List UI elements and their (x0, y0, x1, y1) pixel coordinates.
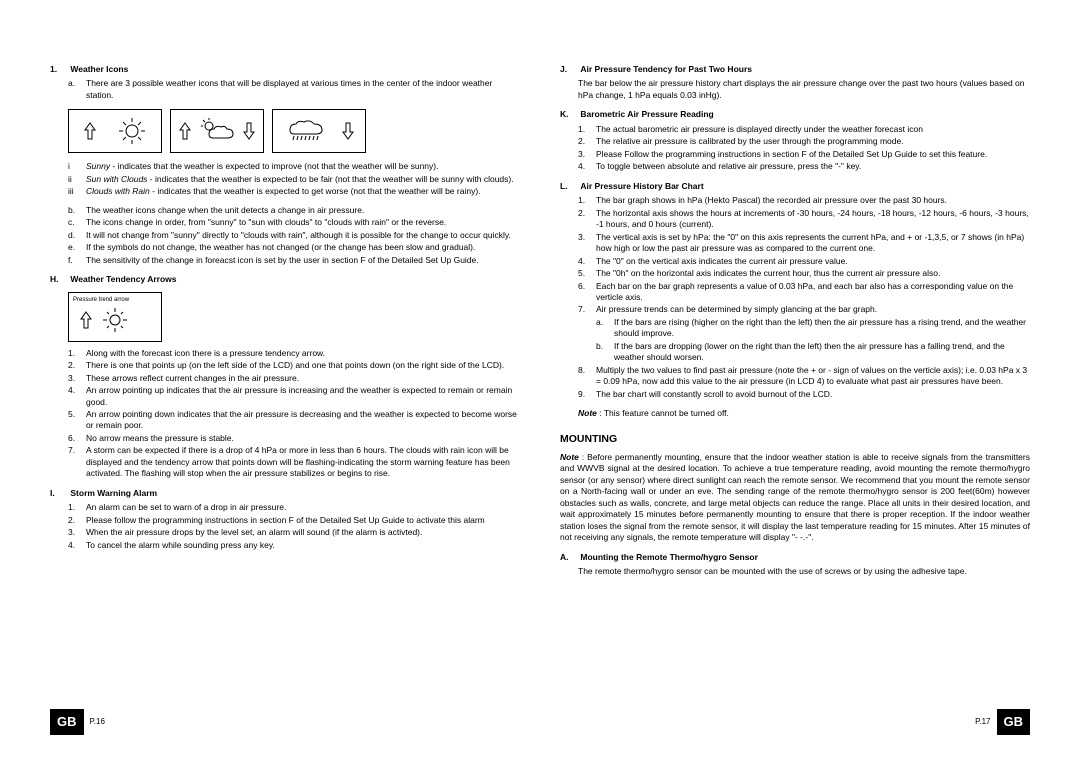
up-arrow-icon (79, 310, 93, 330)
icon-legend-list: iSunny - indicates that the weather is e… (50, 161, 520, 197)
section-k-head: K. Barometric Air Pressure Reading (560, 109, 1030, 120)
page-footer: GB P.16 P.17 GB (50, 709, 1030, 735)
weather-icons-row (68, 109, 520, 153)
sun-icon (101, 306, 129, 334)
rain-icon-box (272, 109, 366, 153)
down-arrow-icon (242, 121, 256, 141)
page-number-right: P.17 (975, 717, 990, 728)
up-arrow-icon (178, 121, 192, 141)
page-number-left: P.16 (90, 717, 105, 728)
gb-badge-left: GB (50, 709, 84, 735)
section-a-text: The remote thermo/hygro sensor can be mo… (560, 566, 1030, 577)
section-j-head: J. Air Pressure Tendency for Past Two Ho… (560, 64, 1030, 75)
sun-icon (117, 116, 147, 146)
section-1-list-b: b.The weather icons change when the unit… (50, 205, 520, 266)
up-arrow-icon (83, 121, 97, 141)
mounting-heading: MOUNTING (560, 432, 1030, 446)
section-h-list: 1.Along with the forecast icon there is … (50, 348, 520, 480)
section-1-list: a.There are 3 possible weather icons tha… (50, 78, 520, 101)
section-1-title: Weather Icons (70, 64, 128, 74)
section-1-num: 1. (50, 64, 68, 75)
section-a-head: A. Mounting the Remote Thermo/hygro Sens… (560, 552, 1030, 563)
down-arrow-icon (341, 121, 355, 141)
footer-right: P.17 GB (969, 709, 1030, 735)
section-l-list: 1.The bar graph shows in hPa (Hekto Pasc… (560, 195, 1030, 400)
right-column: J. Air Pressure Tendency for Past Two Ho… (560, 56, 1030, 578)
footer-left: GB P.16 (50, 709, 111, 735)
sun-clouds-icon-box (170, 109, 264, 153)
trend-arrow-box: Pressure trend arrow (68, 292, 162, 342)
section-h-head: H. Weather Tendency Arrows (50, 274, 520, 285)
sunny-icon-box (68, 109, 162, 153)
gb-badge-right: GB (997, 709, 1031, 735)
mounting-note: Note : Before permanently mounting, ensu… (560, 452, 1030, 544)
section-k-list: 1.The actual barometric air pressure is … (560, 124, 1030, 173)
section-i-list: 1.An alarm can be set to warn of a drop … (50, 502, 520, 551)
section-l-note: Note : This feature cannot be turned off… (560, 408, 1030, 419)
left-column: 1. Weather Icons a.There are 3 possible … (50, 56, 520, 578)
section-1-head: 1. Weather Icons (50, 64, 520, 75)
section-j-text: The bar below the air pressure history c… (560, 78, 1030, 101)
trend-label: Pressure trend arrow (73, 296, 129, 304)
sun-clouds-icon (197, 116, 237, 146)
page-spread: 1. Weather Icons a.There are 3 possible … (0, 0, 1080, 578)
section-l-head: L. Air Pressure History Bar Chart (560, 181, 1030, 192)
rain-cloud-icon (284, 116, 328, 146)
section-i-head: I. Storm Warning Alarm (50, 488, 520, 499)
